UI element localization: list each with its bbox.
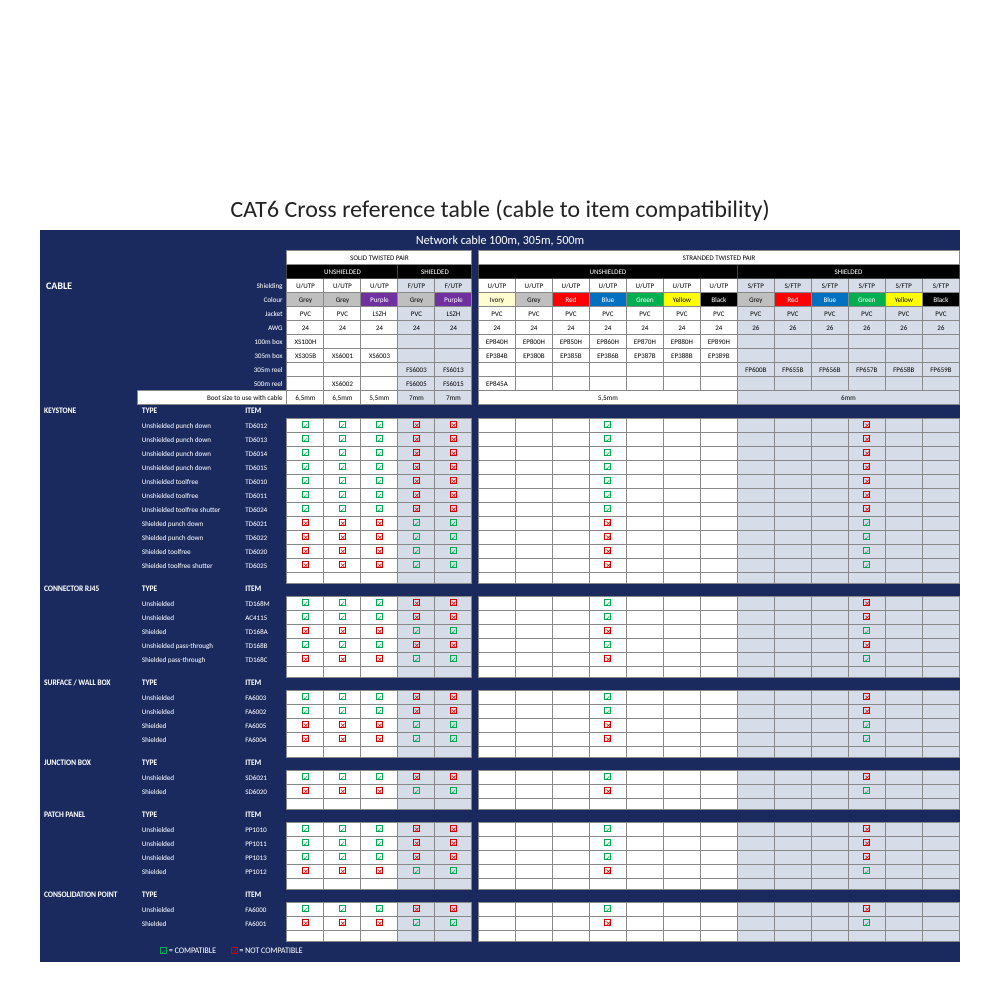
compat-table: SOLID TWISTED PAIRSTRANDED TWISTED PAIRU… <box>40 250 960 942</box>
ok-icon: ✓ <box>160 947 167 954</box>
legend: ✓ = COMPATIBLE ✕ = NOT COMPATIBLE <box>40 942 960 962</box>
sheet: Network cable 100m, 305m, 500m SOLID TWI… <box>40 230 960 962</box>
page-title: CAT6 Cross reference table (cable to ite… <box>40 195 960 224</box>
no-icon: ✕ <box>231 947 238 954</box>
cable-label: CABLE <box>40 279 138 391</box>
legend-no: = NOT COMPATIBLE <box>239 946 302 956</box>
subtitle: Network cable 100m, 305m, 500m <box>40 230 960 250</box>
page: CAT6 Cross reference table (cable to ite… <box>40 195 960 962</box>
legend-ok: = COMPATIBLE <box>169 946 216 956</box>
